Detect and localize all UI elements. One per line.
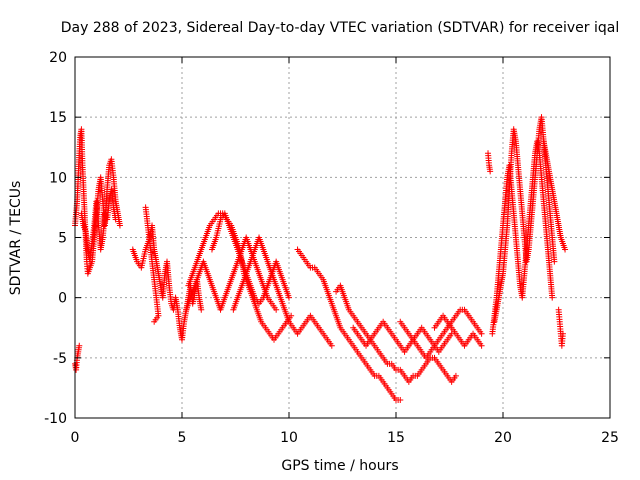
x-tick-label: 25 [601, 430, 619, 446]
y-tick-label: -5 [53, 351, 67, 367]
data-point [549, 294, 556, 301]
data-point [559, 330, 566, 337]
data-point [273, 306, 280, 313]
data-points [72, 114, 569, 403]
x-tick-label: 5 [178, 430, 187, 446]
y-tick-label: -10 [44, 411, 67, 427]
axis-ticks [74, 56, 611, 419]
x-tick-labels: 0 5 10 15 20 25 [71, 430, 619, 446]
data-point [198, 306, 205, 313]
data-point [286, 294, 292, 301]
y-tick-label: 20 [49, 50, 67, 66]
data-point [478, 342, 485, 349]
data-point [76, 342, 83, 349]
data-point [397, 396, 404, 403]
data-point [112, 216, 119, 223]
x-axis-label: GPS time / hours [281, 458, 398, 474]
x-tick-label: 10 [280, 430, 298, 446]
y-tick-label: 15 [49, 110, 67, 126]
data-point [452, 372, 459, 379]
y-tick-label: 0 [58, 291, 67, 307]
data-point [116, 222, 123, 229]
y-tick-labels: -10 -5 0 5 10 15 20 [44, 50, 67, 427]
data-point [562, 246, 569, 253]
x-tick-label: 20 [494, 430, 512, 446]
y-axis-label: SDTVAR / TECUs [8, 181, 24, 296]
data-point [151, 318, 158, 325]
x-tick-label: 0 [71, 430, 80, 446]
data-point [328, 342, 335, 349]
data-point [551, 258, 558, 265]
y-tick-label: 5 [58, 231, 67, 247]
data-point [478, 330, 485, 337]
y-tick-label: 10 [49, 170, 67, 186]
x-tick-label: 15 [387, 430, 405, 446]
chart-title: Day 288 of 2023, Sidereal Day-to-day VTE… [61, 20, 619, 36]
data-point [487, 168, 494, 175]
